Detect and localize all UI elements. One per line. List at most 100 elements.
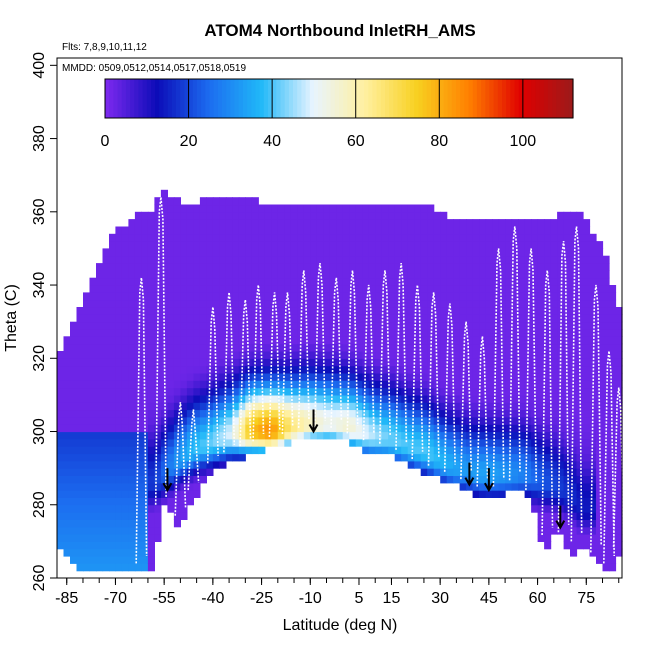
heatmap-cell bbox=[602, 556, 610, 564]
heatmap-cell bbox=[186, 285, 194, 293]
heatmap-cell bbox=[420, 226, 428, 235]
heatmap-cell bbox=[147, 248, 155, 257]
heatmap-cell bbox=[446, 365, 454, 374]
heatmap-cell bbox=[492, 394, 500, 403]
heatmap-cell bbox=[199, 197, 207, 206]
heatmap-cell bbox=[570, 277, 578, 286]
heatmap-cell bbox=[557, 241, 565, 249]
heatmap-cell bbox=[446, 336, 454, 345]
heatmap-cell bbox=[128, 460, 136, 469]
heatmap-cell bbox=[355, 329, 363, 337]
heatmap-cell bbox=[284, 241, 292, 249]
heatmap-cell bbox=[576, 307, 584, 315]
heatmap-cell bbox=[89, 372, 97, 381]
heatmap-cell bbox=[173, 219, 181, 227]
heatmap-cell bbox=[193, 387, 201, 396]
heatmap-cell bbox=[596, 358, 604, 367]
heatmap-cell bbox=[206, 226, 214, 235]
heatmap-cell bbox=[303, 263, 311, 271]
heatmap-cell bbox=[264, 431, 272, 440]
heatmap-cell bbox=[492, 460, 500, 469]
heatmap-cell bbox=[609, 556, 617, 564]
heatmap-cell bbox=[89, 504, 97, 513]
heatmap-cell bbox=[186, 211, 194, 220]
heatmap-cell bbox=[297, 292, 305, 301]
heatmap-cell bbox=[115, 365, 123, 374]
heatmap-cell bbox=[167, 482, 175, 491]
heatmap-cell bbox=[420, 453, 428, 462]
heatmap-cell bbox=[433, 314, 441, 323]
heatmap-cell bbox=[531, 219, 539, 227]
heatmap-cell bbox=[583, 336, 591, 345]
heatmap-cell bbox=[375, 241, 383, 249]
heatmap-cell bbox=[284, 438, 292, 447]
heatmap-cell bbox=[63, 460, 71, 469]
heatmap-cell bbox=[63, 438, 71, 447]
heatmap-cell bbox=[232, 255, 240, 264]
heatmap-cell bbox=[121, 358, 129, 367]
heatmap-cell bbox=[453, 446, 461, 455]
heatmap-cell bbox=[609, 424, 617, 433]
heatmap-cell bbox=[342, 226, 350, 235]
heatmap-cell bbox=[537, 446, 545, 455]
heatmap-cell bbox=[524, 285, 532, 293]
heatmap-cell bbox=[401, 438, 409, 447]
heatmap-cell bbox=[589, 468, 597, 476]
heatmap-cell bbox=[277, 204, 285, 213]
colorbar-swatch bbox=[426, 79, 432, 118]
heatmap-cell bbox=[290, 307, 298, 315]
heatmap-cell bbox=[147, 424, 155, 433]
heatmap-cell bbox=[609, 358, 617, 367]
heatmap-cell bbox=[83, 380, 91, 389]
heatmap-cell bbox=[284, 277, 292, 286]
heatmap-cell bbox=[329, 299, 337, 308]
colorbar-swatch bbox=[447, 79, 453, 118]
colorbar-swatch bbox=[196, 79, 202, 118]
heatmap-cell bbox=[258, 431, 266, 440]
heatmap-cell bbox=[186, 372, 194, 381]
heatmap-cell bbox=[323, 416, 331, 425]
heatmap-cell bbox=[264, 343, 272, 352]
heatmap-cell bbox=[394, 372, 402, 381]
heatmap-cell bbox=[466, 446, 474, 455]
heatmap-cell bbox=[414, 460, 422, 469]
heatmap-cell bbox=[277, 285, 285, 293]
heatmap-cell bbox=[284, 255, 292, 264]
heatmap-cell bbox=[141, 490, 149, 498]
heatmap-cell bbox=[141, 219, 149, 227]
heatmap-cell bbox=[225, 416, 233, 425]
heatmap-cell bbox=[596, 321, 604, 330]
heatmap-cell bbox=[433, 255, 441, 264]
heatmap-cell bbox=[505, 453, 513, 462]
heatmap-cell bbox=[115, 314, 123, 323]
heatmap-cell bbox=[414, 438, 422, 447]
heatmap-cell bbox=[115, 226, 123, 235]
heatmap-cell bbox=[381, 255, 389, 264]
heatmap-cell bbox=[115, 351, 123, 359]
heatmap-cell bbox=[147, 497, 155, 506]
heatmap-cell bbox=[498, 482, 506, 491]
heatmap-cell bbox=[238, 453, 246, 462]
heatmap-cell bbox=[245, 446, 253, 455]
heatmap-cell bbox=[375, 380, 383, 389]
heatmap-cell bbox=[180, 211, 188, 220]
heatmap-cell bbox=[167, 431, 175, 440]
heatmap-cell bbox=[407, 358, 415, 367]
heatmap-cell bbox=[180, 248, 188, 257]
heatmap-cell bbox=[160, 446, 168, 455]
colorbar-swatch bbox=[522, 79, 528, 118]
heatmap-cell bbox=[505, 248, 513, 257]
heatmap-cell bbox=[264, 358, 272, 367]
heatmap-cell bbox=[109, 431, 117, 440]
heatmap-cell bbox=[271, 321, 279, 330]
colorbar-swatch bbox=[368, 79, 374, 118]
heatmap-cell bbox=[596, 270, 604, 279]
heatmap-cell bbox=[336, 263, 344, 271]
heatmap-cell bbox=[199, 446, 207, 455]
heatmap-cell bbox=[57, 541, 65, 550]
heatmap-cell bbox=[310, 380, 318, 389]
heatmap-cell bbox=[381, 446, 389, 455]
heatmap-cell bbox=[96, 453, 104, 462]
heatmap-cell bbox=[121, 285, 129, 293]
heatmap-cell bbox=[407, 424, 415, 433]
